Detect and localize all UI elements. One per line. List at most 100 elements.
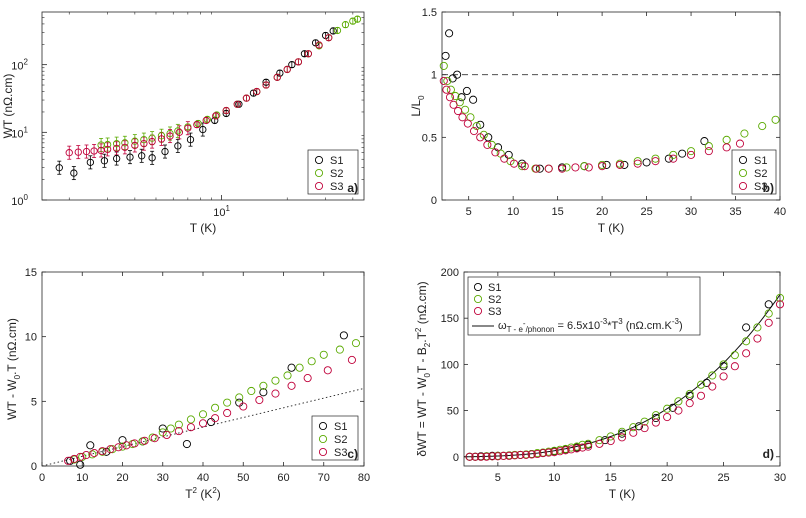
data-point bbox=[708, 371, 717, 380]
y-axis-label: L/L0 bbox=[409, 95, 426, 117]
y-tick-label: 101 bbox=[11, 125, 28, 140]
panel-label: d) bbox=[763, 447, 774, 461]
plot-frame bbox=[463, 271, 781, 467]
data-point bbox=[571, 163, 580, 172]
x-tick-label: 40 bbox=[774, 206, 786, 218]
data-point bbox=[98, 447, 107, 456]
data-point bbox=[206, 417, 216, 427]
data-point bbox=[620, 160, 629, 169]
data-point bbox=[669, 154, 678, 163]
data-point bbox=[148, 154, 156, 162]
data-point bbox=[271, 389, 280, 398]
data-point bbox=[742, 349, 751, 358]
data-point bbox=[634, 422, 643, 431]
y-tick-label: 0 bbox=[431, 195, 437, 207]
data-point bbox=[90, 449, 99, 458]
legend-marker bbox=[738, 155, 748, 165]
data-point bbox=[562, 163, 571, 172]
data-point bbox=[740, 129, 749, 138]
data-point bbox=[533, 449, 542, 459]
data-point bbox=[174, 127, 182, 135]
data-point bbox=[500, 154, 509, 163]
data-point bbox=[174, 142, 182, 150]
fit-label: ωT - e-/phonon = 6.5x10-3*T3 (nΩ.cm.K-3) bbox=[498, 317, 683, 334]
data-point bbox=[558, 164, 567, 173]
data-point bbox=[476, 120, 485, 129]
data-point bbox=[567, 445, 576, 454]
data-point bbox=[65, 149, 73, 157]
data-point bbox=[166, 132, 174, 140]
data-point bbox=[700, 137, 709, 146]
data-point bbox=[76, 452, 85, 461]
data-point bbox=[148, 134, 156, 142]
data-point bbox=[112, 140, 121, 148]
data-point bbox=[106, 445, 115, 454]
data-point bbox=[335, 345, 344, 354]
data-point bbox=[182, 439, 191, 449]
data-point bbox=[329, 27, 337, 35]
data-point bbox=[82, 147, 91, 156]
data-point bbox=[606, 432, 615, 441]
data-point bbox=[253, 87, 261, 96]
data-point bbox=[445, 29, 454, 38]
data-point bbox=[304, 50, 313, 58]
panel-label: a) bbox=[347, 181, 358, 195]
data-point bbox=[476, 452, 485, 461]
data-point bbox=[617, 427, 627, 436]
data-point bbox=[615, 160, 624, 169]
data-point bbox=[287, 363, 296, 372]
data-point bbox=[687, 150, 696, 159]
data-point bbox=[259, 388, 268, 397]
data-point bbox=[487, 140, 496, 149]
series-S2 bbox=[97, 15, 362, 149]
data-point bbox=[457, 93, 466, 102]
x-tick-label: 10 bbox=[76, 472, 88, 484]
data-point bbox=[247, 386, 256, 396]
x-tick-label: 20 bbox=[661, 472, 673, 484]
data-point bbox=[262, 78, 270, 86]
y-tick-label: 15 bbox=[25, 267, 37, 279]
data-point bbox=[742, 323, 751, 332]
data-point bbox=[239, 402, 248, 411]
data-point bbox=[719, 360, 728, 369]
data-point bbox=[150, 434, 159, 443]
data-point bbox=[66, 456, 75, 465]
plot-frame bbox=[41, 11, 365, 201]
data-point bbox=[445, 93, 455, 102]
x-tick-label: 10 bbox=[548, 472, 560, 484]
y-tick-label: 5 bbox=[31, 396, 37, 408]
data-point bbox=[184, 124, 192, 132]
legend-label: S2 bbox=[334, 434, 347, 446]
data-point bbox=[674, 406, 683, 415]
data-point bbox=[212, 112, 220, 120]
panel-label: c) bbox=[347, 447, 358, 461]
data-point bbox=[55, 164, 63, 172]
data-point bbox=[300, 50, 309, 58]
x-tick-label: 30 bbox=[157, 472, 169, 484]
data-point bbox=[198, 410, 208, 419]
x-tick-label: 70 bbox=[318, 472, 330, 484]
data-point bbox=[223, 398, 232, 407]
data-point bbox=[259, 381, 268, 390]
fit-line bbox=[41, 387, 365, 467]
legend-label: S2 bbox=[330, 168, 343, 180]
data-point bbox=[702, 378, 711, 387]
data-point bbox=[118, 436, 127, 445]
x-tick-label: 20 bbox=[596, 206, 608, 218]
data-point bbox=[449, 100, 458, 109]
data-point bbox=[493, 452, 502, 461]
data-point bbox=[617, 433, 627, 442]
legend-marker bbox=[473, 282, 483, 292]
data-point bbox=[584, 442, 593, 451]
data-point bbox=[443, 76, 452, 85]
data-point bbox=[353, 15, 362, 23]
data-point bbox=[527, 450, 536, 459]
y-tick-label: 100 bbox=[11, 193, 28, 208]
data-point bbox=[157, 135, 166, 143]
data-point bbox=[735, 139, 745, 148]
data-point bbox=[112, 144, 121, 152]
legend-box bbox=[467, 276, 701, 336]
data-point bbox=[742, 337, 751, 346]
x-tick-label: 15 bbox=[605, 472, 617, 484]
